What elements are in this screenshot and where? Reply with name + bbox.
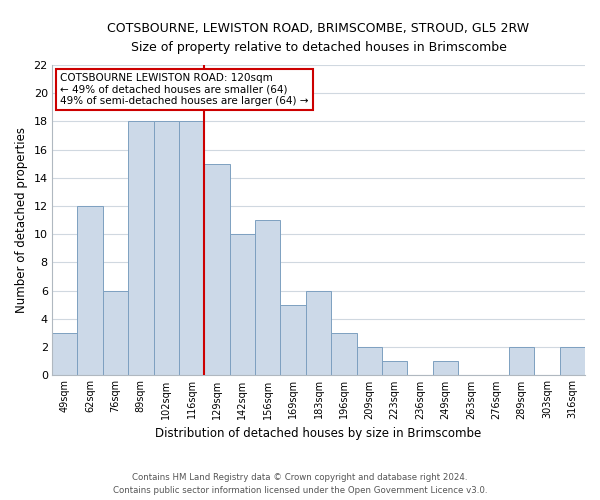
Bar	[331, 333, 356, 375]
Bar	[382, 361, 407, 375]
Text: Contains HM Land Registry data © Crown copyright and database right 2024.
Contai: Contains HM Land Registry data © Crown c…	[113, 474, 487, 495]
Bar	[103, 290, 128, 375]
Bar	[280, 304, 306, 375]
Bar	[230, 234, 255, 375]
Bar	[306, 290, 331, 375]
Bar	[128, 122, 154, 375]
Bar	[204, 164, 230, 375]
Bar	[154, 122, 179, 375]
Y-axis label: Number of detached properties: Number of detached properties	[15, 127, 28, 313]
Text: COTSBOURNE LEWISTON ROAD: 120sqm
← 49% of detached houses are smaller (64)
49% o: COTSBOURNE LEWISTON ROAD: 120sqm ← 49% o…	[60, 73, 308, 106]
Bar	[560, 347, 585, 375]
Bar	[77, 206, 103, 375]
Bar	[179, 122, 204, 375]
Bar	[433, 361, 458, 375]
Bar	[255, 220, 280, 375]
Bar	[509, 347, 534, 375]
Title: COTSBOURNE, LEWISTON ROAD, BRIMSCOMBE, STROUD, GL5 2RW
Size of property relative: COTSBOURNE, LEWISTON ROAD, BRIMSCOMBE, S…	[107, 22, 530, 54]
X-axis label: Distribution of detached houses by size in Brimscombe: Distribution of detached houses by size …	[155, 427, 482, 440]
Bar	[356, 347, 382, 375]
Bar	[52, 333, 77, 375]
